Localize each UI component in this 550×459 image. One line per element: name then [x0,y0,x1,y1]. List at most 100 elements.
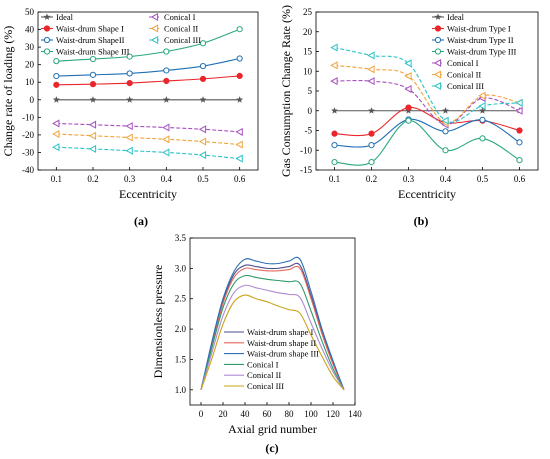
data-point-b-6 [330,43,338,52]
y-tick-label-a: 10 [25,77,35,87]
x-tick-label-c: 140 [348,409,362,419]
y-tick-label-a: -20 [22,130,34,140]
x-axis-label-b: Eccentricity [398,187,456,201]
data-point-a-3 [126,53,133,60]
x-tick-label-c: 120 [326,409,340,419]
legend-marker-b-4 [433,58,442,68]
legend-label-a-5: Conical II [164,24,198,34]
data-point-a-2 [163,67,170,74]
y-axis-label-a: Change rate of loading (%) [1,26,15,157]
data-point-b-3 [442,147,449,154]
y-tick-label-a: 50 [25,7,35,17]
data-point-a-0 [162,96,170,103]
series-line-a-4 [56,122,240,133]
data-point-b-1 [405,104,412,111]
series-line-c-0 [200,262,345,391]
data-point-a-6 [235,154,243,163]
y-tick-label-a: 0 [30,95,35,105]
data-point-b-6 [441,116,449,125]
y-tick-label-b: -5 [305,126,313,136]
panel-a-chart: -40 -30 -20 -10 0 10 20 30 40 50 0.1 0.2 0.3 0.4 0.5 0.… [1,7,259,228]
data-point-a-4 [125,122,133,131]
data-point-a-0 [236,96,244,103]
data-point-b-2 [368,142,375,149]
legend-label-b-4: Conical I [447,58,479,68]
series-line-a-1 [56,75,240,86]
data-point-a-6 [88,144,97,153]
data-point-b-1 [331,130,338,137]
legend-label-a-2: Waist-drum ShapeII [56,35,125,45]
x-tick-label-a: 0.6 [234,174,246,184]
series-line-c-3 [200,274,345,391]
data-point-a-6 [125,146,133,155]
series-line-c-4 [200,284,345,391]
legend-marker-b-6 [433,81,442,91]
data-point-a-1 [126,80,133,87]
x-tick-label-c: 100 [304,409,318,419]
series-line-a-6 [56,146,240,160]
plot-frame-a [37,11,259,171]
series-line-b-3 [334,120,520,166]
data-point-b-6 [515,98,523,107]
series-line-a-2 [56,57,240,77]
legend-marker-b-3 [434,48,442,55]
panel-c-chart: 1.0 1.5 2.0 2.5 3.0 3.5 0 20 40 60 80 100 120 140 Axia… [151,233,362,455]
x-tick-label-b: 0.3 [403,174,415,184]
data-point-b-6 [478,101,486,111]
data-point-b-2 [516,139,523,146]
y-tick-label-c: 1.0 [175,385,187,395]
x-tick-label-b: 0.4 [440,174,452,184]
legend-marker-b-2 [434,36,442,44]
series-line-b-2 [334,118,520,148]
x-tick-label-a: 0.1 [51,174,62,184]
x-tick-label-a: 0.5 [197,174,209,184]
data-point-b-5 [367,65,375,74]
legend-label-a-0: Ideal [56,12,74,22]
x-tick-label-a: 0.4 [161,174,173,184]
legend-marker-a-6 [150,35,159,45]
legend-marker-a-2 [43,36,51,44]
data-point-a-4 [198,125,207,134]
x-tick-label-c: 20 [219,409,229,419]
data-point-a-0 [52,96,60,103]
data-point-a-0 [199,96,207,103]
data-point-b-3 [516,157,523,164]
panel-label-b: (b) [414,214,429,228]
data-point-b-5 [330,61,338,70]
y-tick-label-c: 2.0 [175,324,187,334]
data-point-a-3 [199,40,207,47]
data-point-b-2 [479,116,486,123]
legend-marker-a-5 [150,24,159,33]
x-tick-label-a: 0.2 [87,174,98,184]
y-tick-label-b: 15 [303,47,313,57]
data-point-a-6 [52,143,60,152]
data-point-b-0 [479,107,486,114]
data-point-b-0 [442,107,449,114]
data-point-a-2 [236,55,243,62]
x-axis-label-c: Axial grid number [228,422,317,436]
data-point-a-1 [53,81,60,88]
x-tick-label-b: 0.1 [329,174,340,184]
y-tick-label-a: -10 [22,112,34,122]
legend-label-a-4: Conical I [164,12,196,22]
legend-marker-b-1 [434,25,442,32]
x-axis-label-a: Eccentricity [119,187,177,201]
legend-label-b-1: Waist-drum Type I [447,24,511,34]
data-point-b-3 [479,135,486,142]
series-line-b-5 [334,64,520,124]
data-point-b-6 [404,59,412,68]
y-tick-label-a: -40 [22,165,34,175]
data-point-a-5 [125,133,133,142]
y-tick-label-b: -10 [300,145,312,155]
legend-label-a-1: Waist-drum Shape I [56,24,124,34]
data-point-b-4 [330,77,338,86]
data-point-a-5 [52,129,60,139]
y-axis-label-c: Dimensionless pressure [151,265,165,379]
data-point-b-5 [478,91,486,100]
y-tick-label-c: 2.5 [175,294,187,304]
data-point-a-2 [126,70,133,77]
x-tick-label-b: 0.6 [514,174,526,184]
data-point-a-6 [198,151,207,160]
data-point-a-1 [163,77,170,85]
data-point-b-6 [367,51,375,60]
